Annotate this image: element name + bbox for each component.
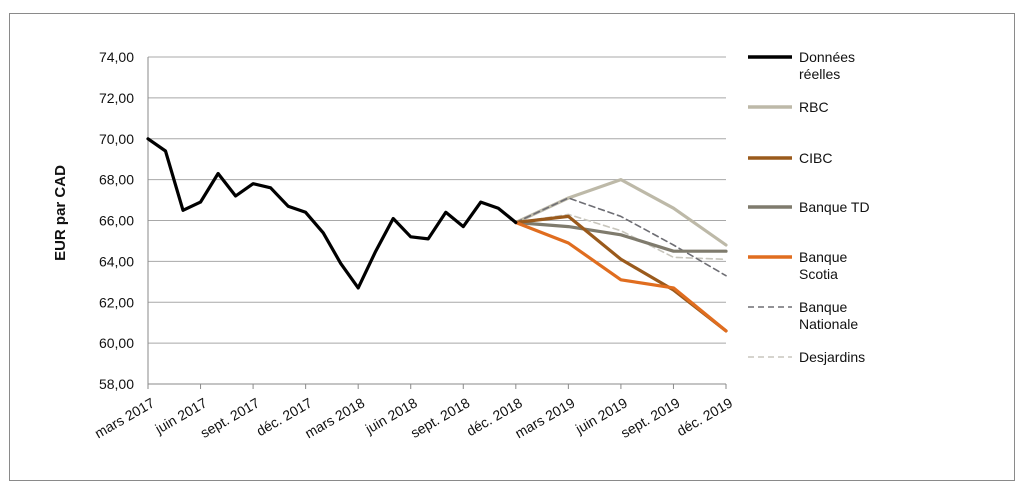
- series-line-banque-scotia: [514, 220, 728, 333]
- series-line-rbc: [514, 178, 728, 247]
- y-tick-label: 64,00: [99, 253, 134, 269]
- y-tick-label: 60,00: [99, 335, 134, 351]
- x-tick-label: sept. 2017: [198, 394, 263, 441]
- x-tick-label: sept. 2018: [408, 394, 473, 441]
- x-tick-label: mars 2019: [512, 394, 577, 441]
- legend-label: Banque: [799, 249, 847, 265]
- y-tick-label: 70,00: [99, 131, 134, 147]
- y-tick-label: 72,00: [99, 90, 134, 106]
- gridlines: [148, 56, 726, 344]
- y-tick-label: 58,00: [99, 376, 134, 392]
- legend-label: Nationale: [799, 316, 858, 332]
- y-axis-label: EUR par CAD: [52, 165, 69, 261]
- axes: [147, 57, 727, 389]
- y-tick-label: 62,00: [99, 294, 134, 310]
- series-lines: [146, 137, 728, 333]
- legend-label: CIBC: [799, 150, 832, 166]
- series-line-banque-td: [514, 220, 728, 253]
- x-tick-label: sept. 2019: [618, 394, 683, 441]
- legend-label: RBC: [799, 99, 829, 115]
- x-tick-label: déc. 2019: [674, 394, 735, 439]
- y-tick-label: 74,00: [99, 49, 134, 65]
- legend-label: réelles: [799, 66, 840, 82]
- legend-label: Banque TD: [799, 199, 870, 215]
- y-tick-label: 68,00: [99, 172, 134, 188]
- x-tick-label: mars 2017: [92, 394, 157, 441]
- series-line-donnees-reelles: [146, 137, 518, 290]
- legend-label: Desjardins: [799, 349, 865, 365]
- legend-label: Banque: [799, 299, 847, 315]
- y-tick-labels: 58,00 60,00 62,00 64,00 66,00 68,00 70,00 72,00…: [99, 49, 134, 392]
- chart-frame: [9, 13, 1015, 481]
- x-tick-label: mars 2018: [302, 394, 367, 441]
- y-tick-label: 66,00: [99, 213, 134, 229]
- legend-label: Données: [799, 49, 855, 65]
- series-line-banque-nationale: [515, 197, 727, 277]
- legend-label: Scotia: [799, 266, 838, 282]
